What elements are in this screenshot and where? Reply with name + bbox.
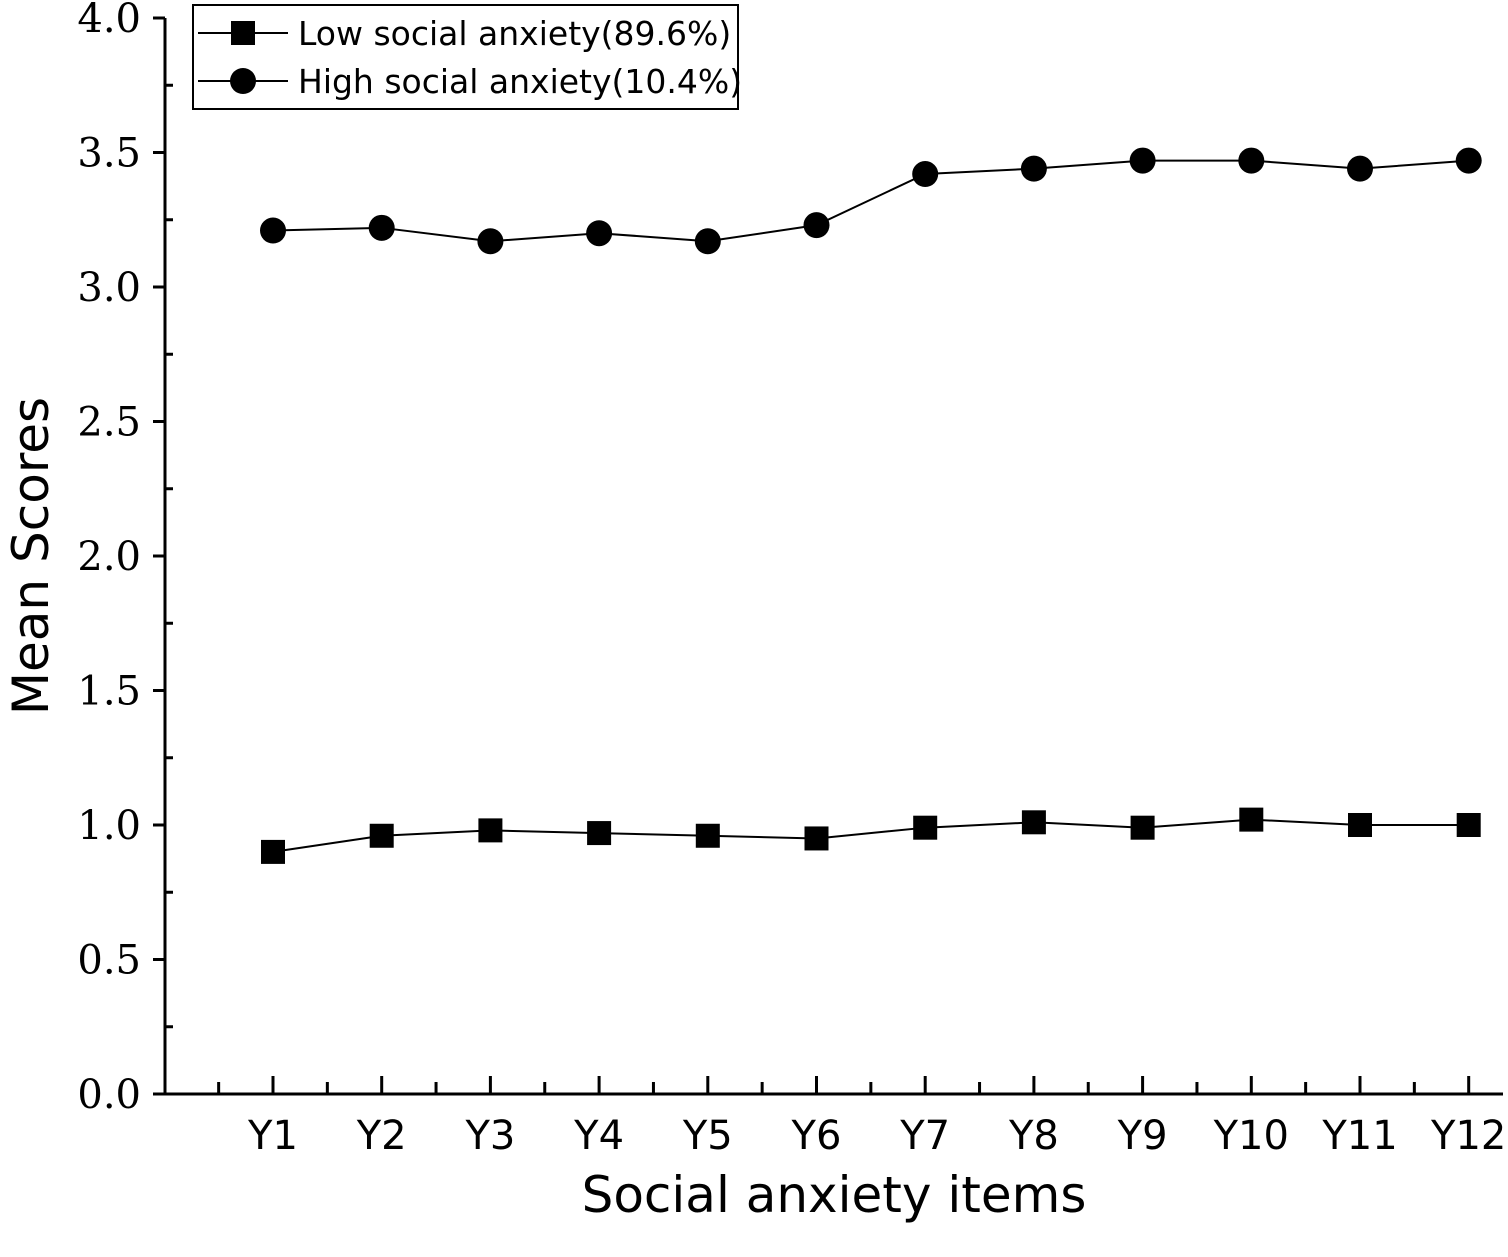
series-high-social-anxiety <box>260 147 1482 255</box>
x-tick-label: Y5 <box>682 1113 733 1159</box>
series-layer <box>260 147 1482 864</box>
legend-entry: Low social anxiety(89.6%) <box>198 14 731 53</box>
data-point-circle <box>803 212 830 239</box>
x-tick-label: Y2 <box>356 1113 407 1159</box>
y-tick-label: 0.0 <box>77 1072 141 1118</box>
x-ticks: Y1 Y2 Y3 Y4 Y5 Y6 Y7 Y8 Y9 Y10 Y11 Y12 <box>217 1076 1506 1159</box>
legend: Low social anxiety(89.6%) High social anx… <box>192 4 742 110</box>
data-point-circle <box>477 228 504 255</box>
x-tick-label: Y11 <box>1321 1113 1397 1159</box>
y-tick-label: 3.5 <box>77 131 141 177</box>
x-tick-label: Y4 <box>573 1113 624 1159</box>
axes <box>163 18 1503 1096</box>
data-point-circle <box>1238 147 1265 174</box>
x-tick-label: Y12 <box>1430 1113 1506 1159</box>
x-tick-label: Y10 <box>1213 1113 1289 1159</box>
data-point-square <box>1348 813 1372 837</box>
y-tick-label: 0.5 <box>77 938 141 984</box>
data-point-square <box>587 821 612 846</box>
data-point-square <box>1456 813 1481 837</box>
legend-label: High social anxiety(10.4%) <box>298 62 742 101</box>
y-tick-label: 2.5 <box>77 400 141 446</box>
y-axis-title: Mean Scores <box>2 397 60 715</box>
x-tick-label: Y7 <box>899 1113 950 1159</box>
y-tick-label: 3.0 <box>77 265 141 311</box>
y-tick-label: 1.5 <box>77 669 141 715</box>
x-tick-label: Y3 <box>464 1113 515 1159</box>
data-point-square <box>261 839 285 864</box>
x-tick-label: Y1 <box>247 1113 298 1159</box>
legend-label: Low social anxiety(89.6%) <box>298 14 731 53</box>
legend-marker-circle <box>230 68 256 94</box>
data-point-square <box>1130 815 1155 840</box>
data-point-circle <box>586 220 613 247</box>
data-point-square <box>1239 807 1264 832</box>
legend-entries: Low social anxiety(89.6%) High social anx… <box>198 14 742 101</box>
legend-entry: High social anxiety(10.4%) <box>198 62 742 101</box>
y-tick-label: 2.0 <box>77 534 141 580</box>
x-tick-label: Y8 <box>1008 1113 1059 1159</box>
y-ticks: 0.0 0.5 1.0 1.5 2.0 2.5 3.0 3.5 4.0 <box>77 0 173 1118</box>
data-point-circle <box>260 217 286 244</box>
legend-marker-square <box>231 21 255 45</box>
y-tick-label: 4.0 <box>77 0 141 42</box>
data-point-circle <box>694 228 721 255</box>
data-point-circle <box>1129 147 1156 174</box>
data-point-square <box>478 818 503 843</box>
data-point-square <box>1021 810 1046 835</box>
data-point-circle <box>912 161 939 188</box>
legend-box <box>192 4 739 110</box>
data-point-square <box>804 826 829 851</box>
data-point-circle <box>1347 155 1373 182</box>
data-point-square <box>913 815 938 840</box>
x-axis-title: Social anxiety items <box>582 1166 1087 1224</box>
data-point-circle <box>1455 147 1482 174</box>
series-line <box>272 159 1469 243</box>
series-low-social-anxiety <box>261 807 1481 864</box>
x-tick-label: Y9 <box>1117 1113 1168 1159</box>
x-tick-label: Y6 <box>791 1113 842 1159</box>
data-point-square <box>695 823 720 848</box>
data-point-circle <box>1020 155 1047 182</box>
series-line <box>272 818 1469 853</box>
data-point-circle <box>368 214 395 241</box>
data-point-square <box>369 823 394 848</box>
y-tick-label: 1.0 <box>77 803 141 849</box>
